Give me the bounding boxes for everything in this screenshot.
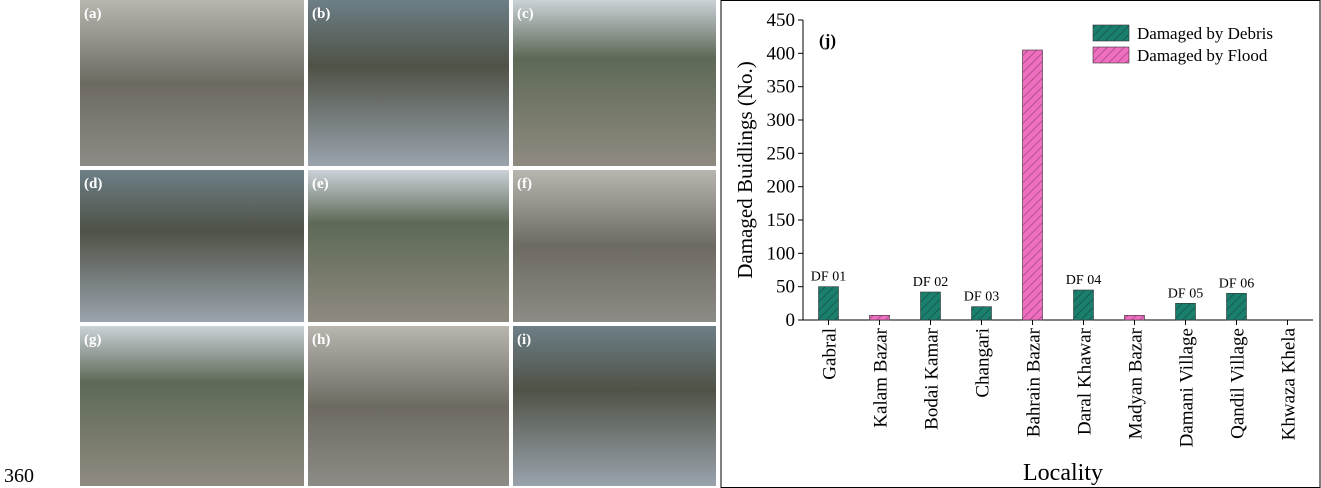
x-axis-label: Locality xyxy=(1023,460,1103,486)
photo xyxy=(80,0,304,166)
y-tick-label: 300 xyxy=(767,110,796,131)
bar xyxy=(1074,290,1094,320)
x-tick-label: Madyan Bazar xyxy=(1126,327,1147,439)
x-tick-label: Damani Village xyxy=(1177,328,1198,447)
x-tick-label: Khwaza Khela xyxy=(1279,327,1300,440)
bar-label: DF 01 xyxy=(811,270,846,285)
photo xyxy=(308,326,509,486)
bar-label: DF 04 xyxy=(1066,273,1101,288)
bar-label: DF 02 xyxy=(913,275,948,290)
photo-label: (g) xyxy=(84,332,102,348)
x-tick-label: Changari xyxy=(973,328,994,398)
photo-label: (d) xyxy=(84,176,102,192)
y-tick-label: 450 xyxy=(767,10,796,31)
y-tick-label: 50 xyxy=(776,277,795,298)
photo-label: (c) xyxy=(517,6,534,22)
bar xyxy=(1227,293,1247,320)
x-tick-label: Kalam Bazar xyxy=(871,327,892,427)
y-tick-label: 350 xyxy=(767,77,796,98)
legend-swatch xyxy=(1093,47,1129,63)
x-tick-label: Bahrain Bazar xyxy=(1024,327,1045,437)
photo-grid: (a) (b) (c) (d) (e) (f) (g) (h) (i) xyxy=(80,0,716,486)
page-number: 360 xyxy=(4,465,34,487)
legend-swatch xyxy=(1093,25,1129,41)
y-tick-label: 400 xyxy=(767,43,796,64)
photo xyxy=(80,170,304,322)
photo xyxy=(308,0,509,166)
photo-label: (a) xyxy=(84,6,102,22)
photo-label: (f) xyxy=(517,176,532,192)
legend-label: Damaged by Flood xyxy=(1137,46,1268,65)
legend-label: Damaged by Debris xyxy=(1137,24,1273,43)
figure: 360 (a) (b) (c) (d) (e) (f) (g) (h) (i) 0 50 100 15… xyxy=(0,0,1321,488)
bar xyxy=(1125,315,1145,320)
bar-label: DF 03 xyxy=(964,290,999,305)
photo xyxy=(80,326,304,486)
photo-label: (e) xyxy=(312,176,329,192)
y-tick-label: 0 xyxy=(786,310,796,331)
x-tick-label: Qandil Village xyxy=(1228,328,1249,439)
photo-label: (b) xyxy=(312,6,330,22)
bar xyxy=(1023,50,1043,320)
y-tick-label: 250 xyxy=(767,143,796,164)
photo-label: (h) xyxy=(312,332,330,348)
photo xyxy=(513,170,716,322)
bar xyxy=(1176,303,1196,320)
y-tick-label: 200 xyxy=(767,177,796,198)
bar xyxy=(870,315,890,320)
y-tick-label: 150 xyxy=(767,210,796,231)
photo xyxy=(308,170,509,322)
bar xyxy=(921,292,941,320)
x-tick-label: Daral Khawar xyxy=(1075,327,1096,435)
bar xyxy=(972,307,992,320)
bar-label: DF 05 xyxy=(1168,286,1203,301)
photo-label: (i) xyxy=(517,332,531,348)
x-tick-label: Bodai Kamar xyxy=(922,327,943,430)
bar-label: DF 06 xyxy=(1219,276,1254,291)
chart: 0 50 100 150 200 250 300 350 400 450 Gabral DF 01 Ka… xyxy=(733,10,1313,486)
bar xyxy=(819,287,839,320)
x-tick-label: Gabral xyxy=(820,328,841,380)
photo xyxy=(513,0,716,166)
y-axis-label: Damaged Buidlings (No.) xyxy=(733,61,757,279)
panel-label: (j) xyxy=(819,31,836,50)
y-tick-label: 100 xyxy=(767,243,796,264)
photo xyxy=(513,326,716,486)
